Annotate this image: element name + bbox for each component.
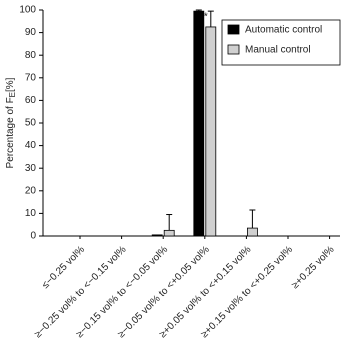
x-tick-label: ≥+0.15 vol% to <+0.25 vol% xyxy=(199,244,295,340)
error-bar xyxy=(249,209,256,229)
y-tick-label: 40 xyxy=(25,140,37,151)
y-tick-label: 100 xyxy=(19,5,36,16)
y-axis-title-sub: E xyxy=(8,92,17,97)
y-tick-label: 70 xyxy=(25,72,37,83)
y-tick-label: 30 xyxy=(25,163,37,174)
legend-box xyxy=(221,19,341,66)
bar xyxy=(193,10,205,237)
legend-swatch xyxy=(227,24,240,35)
legend-label: Automatic control xyxy=(245,25,322,36)
y-tick-label: 60 xyxy=(25,95,37,106)
y-axis-title-suffix: [%] xyxy=(5,77,16,92)
error-bar xyxy=(207,10,214,27)
legend-label: Manual control xyxy=(245,45,311,56)
bar xyxy=(163,229,175,237)
y-tick-label: 10 xyxy=(25,208,37,219)
bar xyxy=(246,227,258,237)
y-tick-label: 90 xyxy=(25,27,37,38)
y-axis-title-main: Percentage of F xyxy=(5,97,16,168)
y-tick-label: 50 xyxy=(25,118,37,129)
y-axis-title: Percentage of FE[%] xyxy=(5,77,17,168)
legend-swatch xyxy=(227,44,240,55)
error-bar xyxy=(166,214,173,231)
y-tick-label: 0 xyxy=(30,231,36,242)
y-tick-label: 20 xyxy=(25,185,37,196)
bar xyxy=(151,234,163,237)
bar xyxy=(205,26,217,237)
annotation: * xyxy=(204,12,208,23)
y-tick-label: 80 xyxy=(25,50,37,61)
x-tick-label: ≥+0.25 vol% xyxy=(290,244,337,291)
error-bar xyxy=(195,9,202,12)
